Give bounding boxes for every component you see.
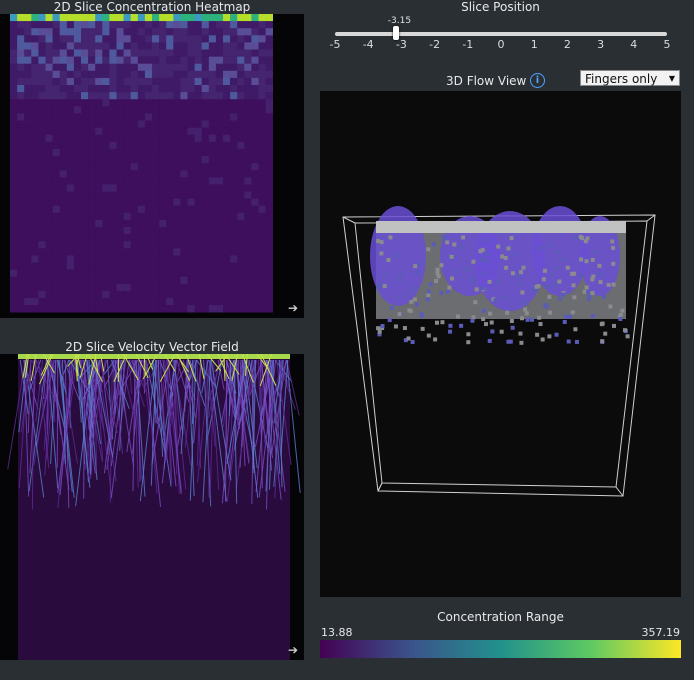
- velocity-title: 2D Slice Velocity Vector Field: [65, 340, 239, 354]
- colorbar: [320, 640, 681, 658]
- velocity-vectors: [7, 353, 301, 510]
- slice-tick-label: -3: [395, 38, 407, 51]
- slice-position-control: Slice Position -3.15 -5 -4 -3 -2 -1 0 1 2 3 4 5: [322, 0, 694, 60]
- slice-tick-label: 4: [630, 38, 638, 51]
- slice-value-label: -3.15: [387, 16, 412, 26]
- heatmap-title: 2D Slice Concentration Heatmap: [53, 0, 251, 14]
- slice-tick-label: -4: [362, 38, 374, 51]
- filter-dropdown[interactable]: Fingers only ▼: [580, 70, 680, 86]
- slice-tick-label: 0: [497, 38, 505, 51]
- slice-tick-label: 3: [597, 38, 605, 51]
- arrow-right-icon[interactable]: ➔: [287, 301, 298, 315]
- concentration-range-title: Concentration Range: [437, 610, 564, 624]
- heatmap-cells: [10, 14, 273, 313]
- slice-slider-track[interactable]: [335, 32, 667, 36]
- slice-tick-label: 2: [563, 38, 571, 51]
- velocity-vector-field[interactable]: ➔: [0, 353, 304, 660]
- flow-view-header: 3D Flow View i Fingers only ▼: [322, 68, 694, 90]
- filter-selected-value: Fingers only: [585, 72, 658, 86]
- concentration-fingers: [370, 206, 630, 345]
- info-icon[interactable]: i: [530, 73, 545, 88]
- slice-tick-label: -5: [329, 38, 341, 51]
- arrow-right-icon[interactable]: ➔: [287, 643, 298, 657]
- 3d-scene: [342, 206, 656, 497]
- 3d-flow-viewport[interactable]: [320, 91, 681, 597]
- slice-tick-label: -2: [429, 38, 441, 51]
- slice-title: Slice Position: [461, 0, 540, 14]
- range-min-label: 13.88: [321, 626, 353, 639]
- slice-tick-label: 1: [530, 38, 538, 51]
- flow-view-title: 3D Flow View: [446, 74, 527, 88]
- slice-tick-label: 5: [663, 38, 671, 51]
- slice-slider-thumb[interactable]: [393, 26, 400, 40]
- range-max-label: 357.19: [641, 626, 681, 639]
- concentration-heatmap[interactable]: ➔: [0, 14, 304, 318]
- velocity-canvas: [7, 353, 301, 660]
- chevron-down-icon: ▼: [668, 74, 675, 83]
- slice-tick-label: -1: [462, 38, 474, 51]
- heatmap-canvas: [10, 14, 273, 313]
